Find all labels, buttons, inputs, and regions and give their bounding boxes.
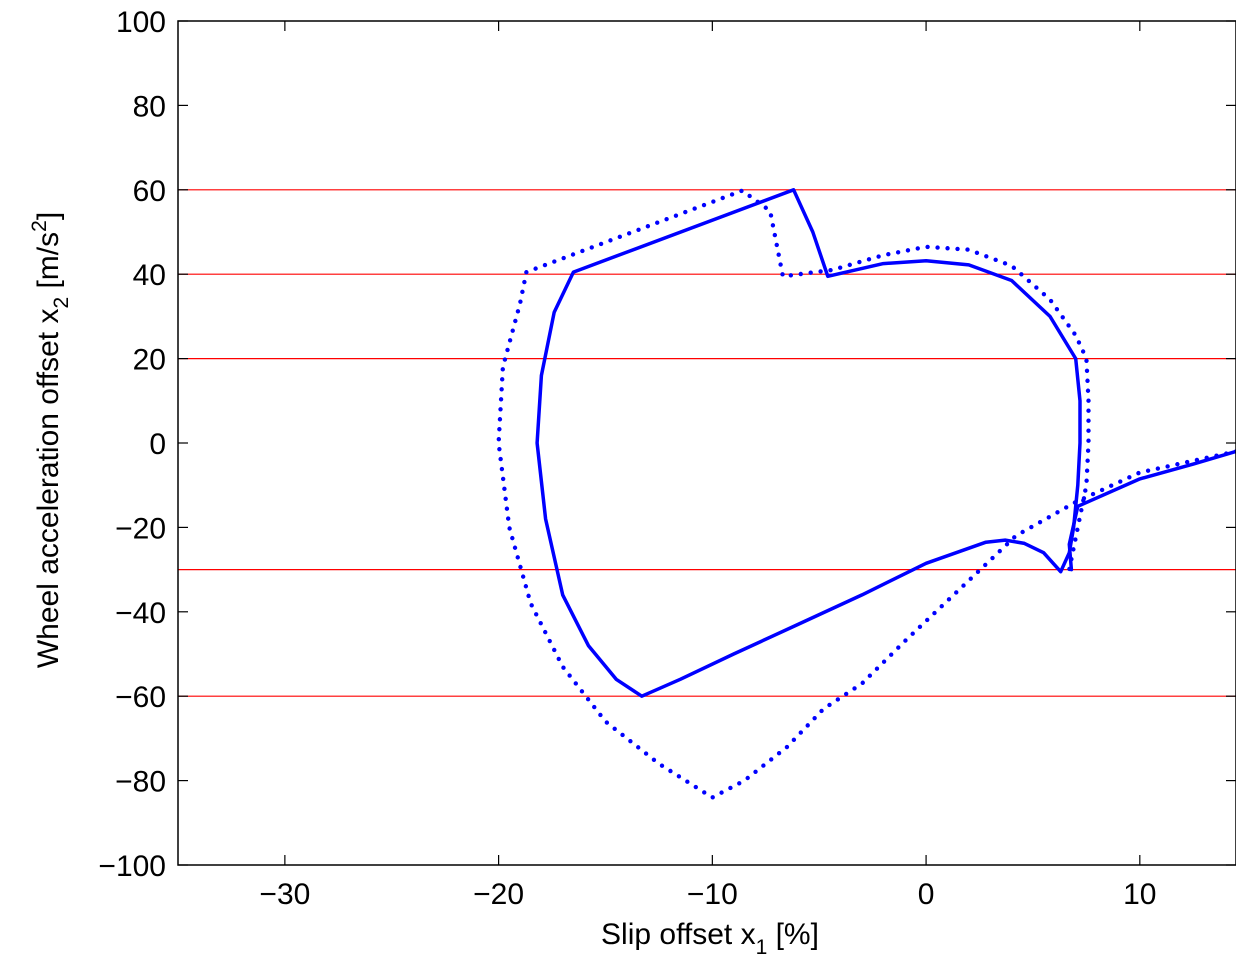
x-tick-label: −20	[473, 878, 524, 911]
y-axis-title-unit-open: [m/s	[32, 232, 65, 297]
x-tick-label: 0	[918, 878, 935, 911]
series-solid-trajectory	[535, 188, 1082, 698]
y-axis-title-superscript: 2	[28, 220, 51, 232]
series-solid-trajectory	[1067, 449, 1236, 572]
x-axis-title-unit: [%]	[767, 918, 819, 951]
y-tick-label: −20	[115, 512, 166, 545]
y-axis-title-main: Wheel acceleration offset x	[32, 309, 65, 669]
y-tick-label: 80	[133, 90, 166, 123]
x-axis-title-main: Slip offset x	[601, 918, 756, 951]
y-tick-label: −60	[115, 681, 166, 714]
y-axis-title: Wheel acceleration offset x2 [m/s2]	[28, 212, 73, 668]
x-axis-title-subscript: 1	[756, 936, 768, 959]
y-tick-label: 60	[133, 175, 166, 208]
x-axis-ticks: −30 −20 −10 0 10	[259, 21, 1157, 911]
y-tick-label: 20	[133, 344, 166, 377]
x-axis-title: Slip offset x1 [%]	[601, 918, 819, 959]
y-axis-title-unit-close: ]	[32, 212, 65, 220]
y-axis-ticks: 100 80 60 40 20 0 −20 −40 −60 −80 −100	[98, 6, 1236, 883]
y-tick-label: 0	[149, 428, 166, 461]
data-series	[496, 188, 1236, 801]
y-tick-label: 40	[133, 259, 166, 292]
y-axis-title-subscript: 2	[50, 297, 73, 309]
y-tick-label: 100	[116, 6, 166, 39]
x-tick-label: −10	[687, 878, 738, 911]
y-tick-label: −80	[115, 766, 166, 799]
x-tick-label: −30	[259, 878, 310, 911]
series-dotted-trajectory	[496, 188, 1236, 801]
y-tick-label: −100	[98, 850, 166, 883]
x-tick-label: 10	[1123, 878, 1156, 911]
y-tick-label: −40	[115, 597, 166, 630]
